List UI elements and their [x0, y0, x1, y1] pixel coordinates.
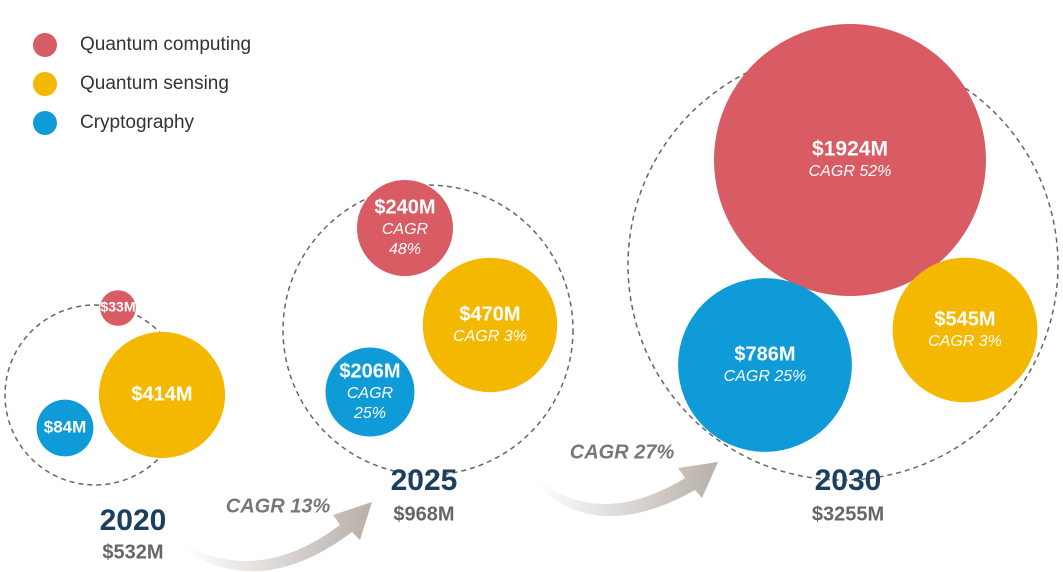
bubble: [356, 179, 454, 277]
year-label: 2020: [100, 504, 167, 537]
bubble-value: $33M: [100, 299, 135, 315]
growth-arrow: [185, 502, 372, 572]
bubble-value: $84M: [44, 417, 87, 436]
bubble-value: $414M: [131, 383, 192, 405]
growth-arrow: [535, 462, 718, 517]
bubble: [678, 278, 852, 452]
legend-label: Quantum sensing: [80, 73, 229, 94]
bubble: [100, 290, 136, 326]
group-outline: [282, 184, 574, 476]
bubble-value: $545M: [934, 308, 995, 330]
total-label: $968M: [393, 503, 454, 525]
bubble: [714, 24, 986, 296]
legend-swatch: [33, 33, 57, 57]
bubble: [36, 399, 94, 457]
total-label: $532M: [102, 541, 163, 563]
year-label: 2025: [391, 464, 458, 497]
bubble-cagr: CAGR 3%: [928, 333, 1002, 350]
bubble-cagr: CAGR 25%: [724, 368, 807, 385]
bubble-cagr: CAGR: [347, 385, 394, 402]
bubble-value: $206M: [339, 360, 400, 382]
bubble-value: $786M: [734, 343, 795, 365]
year-label: 2030: [815, 464, 882, 497]
legend-swatch: [33, 111, 57, 135]
bubble-cagr: CAGR: [382, 221, 429, 238]
bubble: [422, 257, 558, 393]
legend-label: Quantum computing: [80, 34, 251, 55]
bubble: [98, 331, 226, 459]
bubble-cagr: CAGR 52%: [809, 163, 892, 180]
bubble: [325, 347, 415, 437]
legend-label: Cryptography: [80, 112, 195, 133]
bubble-cagr: CAGR 3%: [453, 328, 527, 345]
bubble-value: $240M: [374, 196, 435, 218]
bubble-value: $470M: [459, 303, 520, 325]
bubble-value: $1924M: [812, 138, 888, 161]
growth-label: CAGR 13%: [226, 495, 331, 517]
bubble-cagr: 25%: [353, 405, 386, 422]
bubble: [892, 257, 1038, 403]
total-label: $3255M: [812, 503, 884, 525]
legend-swatch: [33, 72, 57, 96]
bubble-cagr: 48%: [389, 241, 421, 258]
growth-label: CAGR 27%: [570, 441, 675, 463]
